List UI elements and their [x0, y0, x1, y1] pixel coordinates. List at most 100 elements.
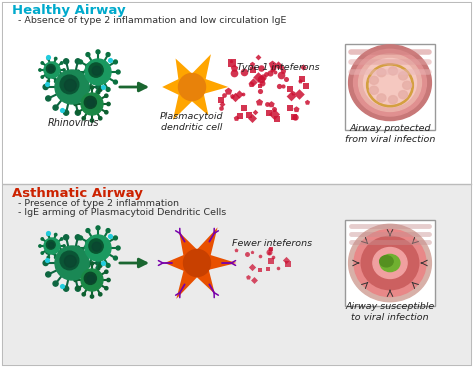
- Circle shape: [61, 252, 63, 254]
- Circle shape: [53, 281, 58, 286]
- Text: Rhinovirus: Rhinovirus: [47, 118, 99, 128]
- Point: [290, 91, 297, 96]
- Point: [43, 81, 51, 87]
- Point: [269, 65, 277, 71]
- Point: [292, 106, 300, 112]
- Circle shape: [85, 59, 111, 85]
- Circle shape: [185, 251, 205, 271]
- Point: [274, 62, 282, 68]
- Circle shape: [75, 110, 81, 115]
- Circle shape: [96, 50, 100, 54]
- Point: [228, 93, 235, 99]
- Circle shape: [61, 62, 63, 64]
- Point: [279, 68, 287, 74]
- Circle shape: [46, 96, 51, 101]
- Point: [243, 251, 251, 257]
- Circle shape: [96, 90, 100, 94]
- Circle shape: [46, 64, 55, 73]
- Point: [263, 101, 271, 107]
- Circle shape: [91, 295, 94, 298]
- Polygon shape: [162, 54, 228, 120]
- Circle shape: [99, 293, 102, 296]
- Circle shape: [46, 249, 51, 254]
- Circle shape: [46, 240, 55, 249]
- Circle shape: [76, 111, 79, 114]
- Ellipse shape: [361, 236, 419, 290]
- Circle shape: [60, 75, 79, 94]
- Point: [265, 250, 273, 256]
- Point: [268, 67, 275, 73]
- Circle shape: [75, 59, 81, 64]
- Ellipse shape: [377, 94, 386, 102]
- Circle shape: [84, 272, 96, 284]
- Point: [259, 74, 267, 80]
- Point: [277, 64, 284, 70]
- Point: [106, 233, 114, 239]
- Point: [286, 105, 294, 110]
- Ellipse shape: [354, 230, 426, 297]
- Point: [285, 261, 292, 267]
- Point: [302, 82, 310, 88]
- Point: [267, 101, 275, 107]
- Point: [271, 69, 279, 75]
- Circle shape: [179, 74, 206, 100]
- Point: [224, 88, 231, 93]
- Point: [303, 99, 310, 105]
- Circle shape: [64, 286, 69, 291]
- Circle shape: [86, 88, 90, 91]
- Point: [217, 97, 224, 103]
- Point: [256, 88, 264, 93]
- Circle shape: [44, 238, 60, 254]
- Circle shape: [93, 249, 98, 254]
- Point: [257, 65, 264, 71]
- Circle shape: [55, 80, 57, 82]
- Circle shape: [79, 60, 82, 64]
- Point: [256, 267, 264, 273]
- Point: [236, 91, 243, 97]
- Point: [269, 254, 277, 260]
- Ellipse shape: [380, 256, 393, 267]
- Ellipse shape: [348, 45, 431, 121]
- Circle shape: [93, 96, 98, 101]
- Point: [245, 112, 253, 118]
- Circle shape: [55, 233, 57, 236]
- Point: [232, 94, 239, 100]
- Ellipse shape: [369, 86, 378, 94]
- Circle shape: [64, 255, 76, 267]
- Point: [44, 54, 52, 60]
- Circle shape: [47, 233, 49, 236]
- Point: [267, 246, 275, 252]
- Circle shape: [107, 102, 110, 106]
- Circle shape: [106, 53, 110, 57]
- Circle shape: [87, 99, 95, 107]
- Circle shape: [96, 226, 100, 230]
- Circle shape: [63, 69, 65, 71]
- Circle shape: [44, 62, 60, 78]
- Text: Asthmatic Airway: Asthmatic Airway: [12, 187, 143, 200]
- Text: - Absence of type 2 inflammation and low circulation IgE: - Absence of type 2 inflammation and low…: [12, 16, 286, 25]
- Point: [220, 92, 228, 98]
- Point: [230, 70, 238, 76]
- Circle shape: [96, 84, 101, 89]
- Point: [106, 57, 114, 63]
- Point: [228, 60, 236, 66]
- Circle shape: [61, 238, 63, 240]
- Point: [263, 71, 270, 77]
- Point: [265, 250, 273, 255]
- Circle shape: [41, 62, 44, 64]
- Point: [255, 99, 263, 105]
- Point: [282, 76, 290, 82]
- Ellipse shape: [369, 76, 378, 84]
- Circle shape: [106, 229, 110, 233]
- Point: [44, 230, 52, 236]
- Point: [291, 114, 298, 120]
- Point: [254, 54, 262, 60]
- Circle shape: [99, 117, 102, 120]
- Circle shape: [85, 235, 111, 261]
- Text: Healthy Airway: Healthy Airway: [12, 4, 126, 17]
- Circle shape: [105, 111, 108, 114]
- Point: [300, 64, 307, 70]
- Circle shape: [75, 235, 81, 240]
- Circle shape: [48, 243, 54, 248]
- Point: [266, 246, 273, 252]
